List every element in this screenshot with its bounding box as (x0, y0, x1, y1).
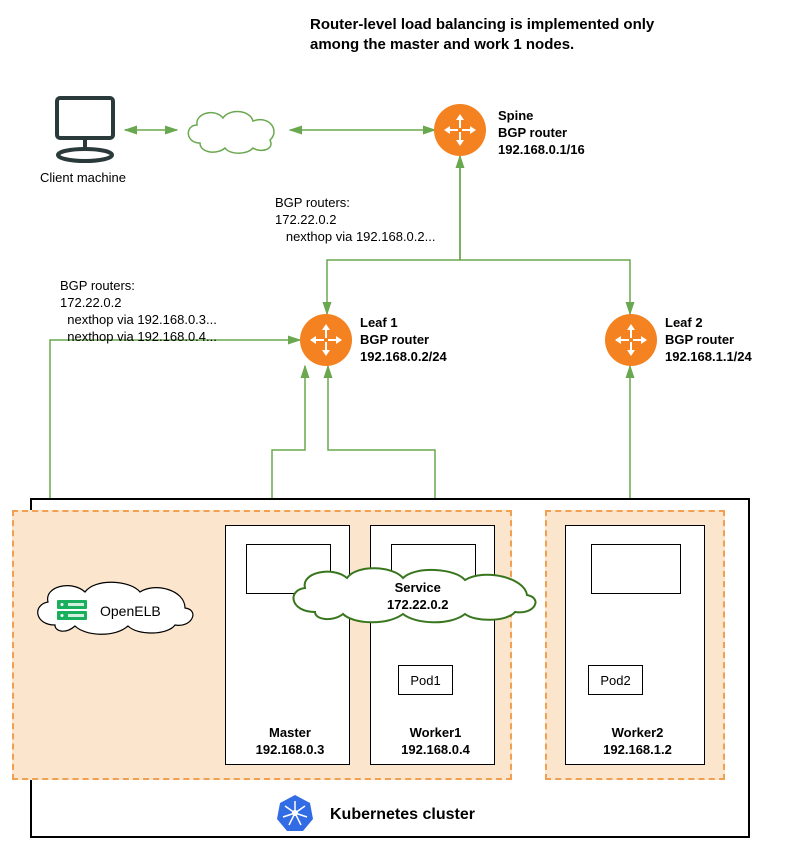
leaf1-router-icon (300, 314, 352, 366)
server-icon (55, 598, 90, 626)
client-machine-label: Client machine (40, 170, 126, 187)
pod1-box: Pod1 (398, 665, 453, 695)
pod2-box: Pod2 (588, 665, 643, 695)
leaf2-router-icon (605, 314, 657, 366)
spine-router-icon (434, 104, 486, 156)
worker2-node-label: Worker2 192.168.1.2 (590, 725, 685, 759)
worker1-node-label: Worker1 192.168.0.4 (388, 725, 483, 759)
leaf2-router-label: Leaf 2 BGP router 192.168.1.1/24 (665, 315, 752, 366)
kubernetes-icon (275, 793, 315, 838)
openelb-label: OpenELB (100, 602, 161, 620)
top-annotation: Router-level load balancing is implement… (310, 15, 690, 54)
leaf-bgp-note: BGP routers: 172.22.0.2 nexthop via 192.… (60, 278, 217, 346)
internet-cloud-icon (175, 103, 295, 163)
top-annotation-text: Router-level load balancing is implement… (310, 16, 654, 53)
kubernetes-cluster-label: Kubernetes cluster (330, 805, 475, 826)
client-machine-icon (45, 90, 125, 170)
spine-bgp-note: BGP routers: 172.22.0.2 nexthop via 192.… (275, 195, 435, 246)
spine-router-label: Spine BGP router 192.168.0.1/16 (498, 108, 585, 159)
leaf1-router-label: Leaf 1 BGP router 192.168.0.2/24 (360, 315, 447, 366)
master-node-label: Master 192.168.0.3 (245, 725, 335, 759)
service-label: Service 172.22.0.2 (387, 580, 448, 614)
